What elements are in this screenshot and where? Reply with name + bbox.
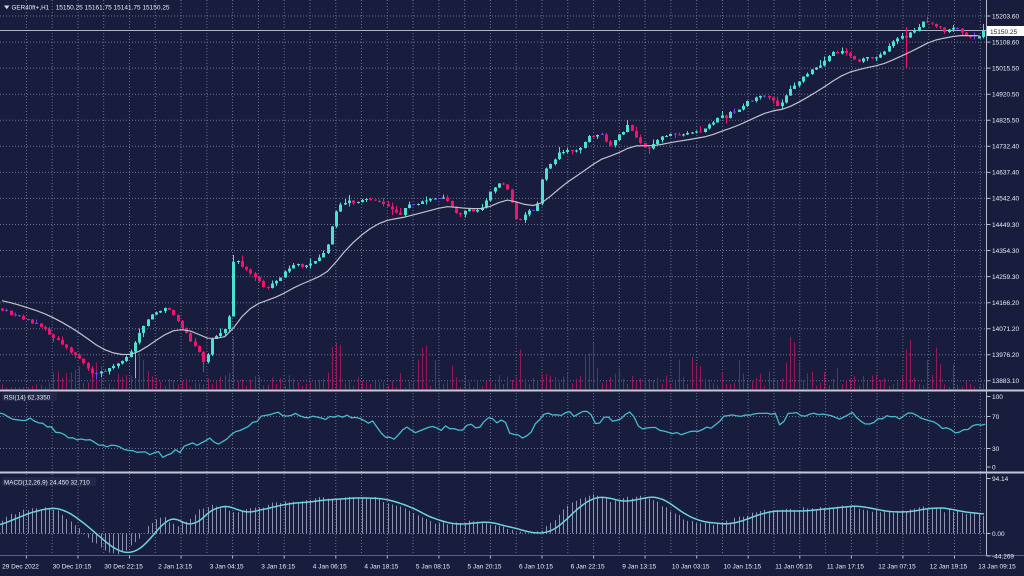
svg-text:5 Jan 20:15: 5 Jan 20:15 [468,564,502,571]
svg-text:30 Dec 22:15: 30 Dec 22:15 [104,564,143,571]
svg-text:0: 0 [992,464,996,471]
svg-text:15015.50: 15015.50 [992,65,1019,72]
svg-text:13883.10: 13883.10 [992,378,1019,385]
svg-text:14542.40: 14542.40 [992,196,1019,203]
svg-text:3 Jan 16:15: 3 Jan 16:15 [261,564,295,571]
svg-text:100: 100 [992,394,1003,401]
svg-text:14449.30: 14449.30 [992,222,1019,229]
svg-text:30: 30 [992,446,1000,453]
svg-text:0.00: 0.00 [992,531,1005,538]
svg-text:15203.60: 15203.60 [992,13,1019,20]
svg-text:15150.25: 15150.25 [990,29,1017,36]
svg-text:6 Jan 10:15: 6 Jan 10:15 [519,564,553,571]
svg-text:14259.30: 14259.30 [992,274,1019,281]
svg-text:29 Dec 2022: 29 Dec 2022 [2,564,39,571]
svg-text:14354.30: 14354.30 [992,248,1019,255]
svg-text:MACD(12,26,9) 24.450 32.710: MACD(12,26,9) 24.450 32.710 [4,479,90,486]
svg-text:GER40ft+,H1: GER40ft+,H1 [12,5,50,12]
svg-text:12 Jan 07:15: 12 Jan 07:15 [878,564,916,571]
svg-text:9 Jan 13:15: 9 Jan 13:15 [622,564,656,571]
svg-text:4 Jan 06:15: 4 Jan 06:15 [313,564,347,571]
svg-text:70: 70 [992,414,1000,421]
svg-text:12 Jan 19:15: 12 Jan 19:15 [930,564,968,571]
svg-text:13 Jan 09:15: 13 Jan 09:15 [978,564,1016,571]
svg-text:15108.60: 15108.60 [992,39,1019,46]
svg-text:30 Dec 10:15: 30 Dec 10:15 [53,564,92,571]
svg-text:10 Jan 15:15: 10 Jan 15:15 [724,564,762,571]
svg-text:10 Jan 03:15: 10 Jan 03:15 [672,564,710,571]
svg-text:-44.269: -44.269 [992,553,1014,560]
svg-text:14637.40: 14637.40 [992,170,1019,177]
svg-text:14920.50: 14920.50 [992,92,1019,99]
svg-text:6 Jan 22:15: 6 Jan 22:15 [571,564,605,571]
svg-text:14166.20: 14166.20 [992,300,1019,307]
svg-text:14071.20: 14071.20 [992,326,1019,333]
svg-text:11 Jan 05:15: 11 Jan 05:15 [775,564,812,571]
svg-text:3 Jan 04:15: 3 Jan 04:15 [210,564,244,571]
svg-text:15150.25 15161.75 15141.75 151: 15150.25 15161.75 15141.75 15150.25 [56,5,170,12]
svg-text:11 Jan 17:15: 11 Jan 17:15 [827,564,864,571]
svg-text:94.14: 94.14 [992,476,1009,483]
svg-text:13976.20: 13976.20 [992,352,1019,359]
svg-text:14825.50: 14825.50 [992,118,1019,125]
svg-text:4 Jan 18:15: 4 Jan 18:15 [364,564,398,571]
svg-text:5 Jan 08:15: 5 Jan 08:15 [416,564,450,571]
svg-text:RSI(14) 62.3350: RSI(14) 62.3350 [4,394,51,401]
svg-text:14732.40: 14732.40 [992,144,1019,151]
svg-text:2 Jan 13:15: 2 Jan 13:15 [158,564,192,571]
